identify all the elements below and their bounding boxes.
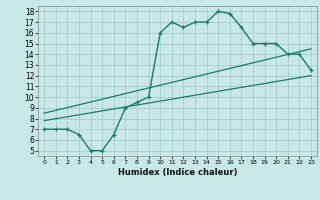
X-axis label: Humidex (Indice chaleur): Humidex (Indice chaleur) [118, 168, 237, 177]
